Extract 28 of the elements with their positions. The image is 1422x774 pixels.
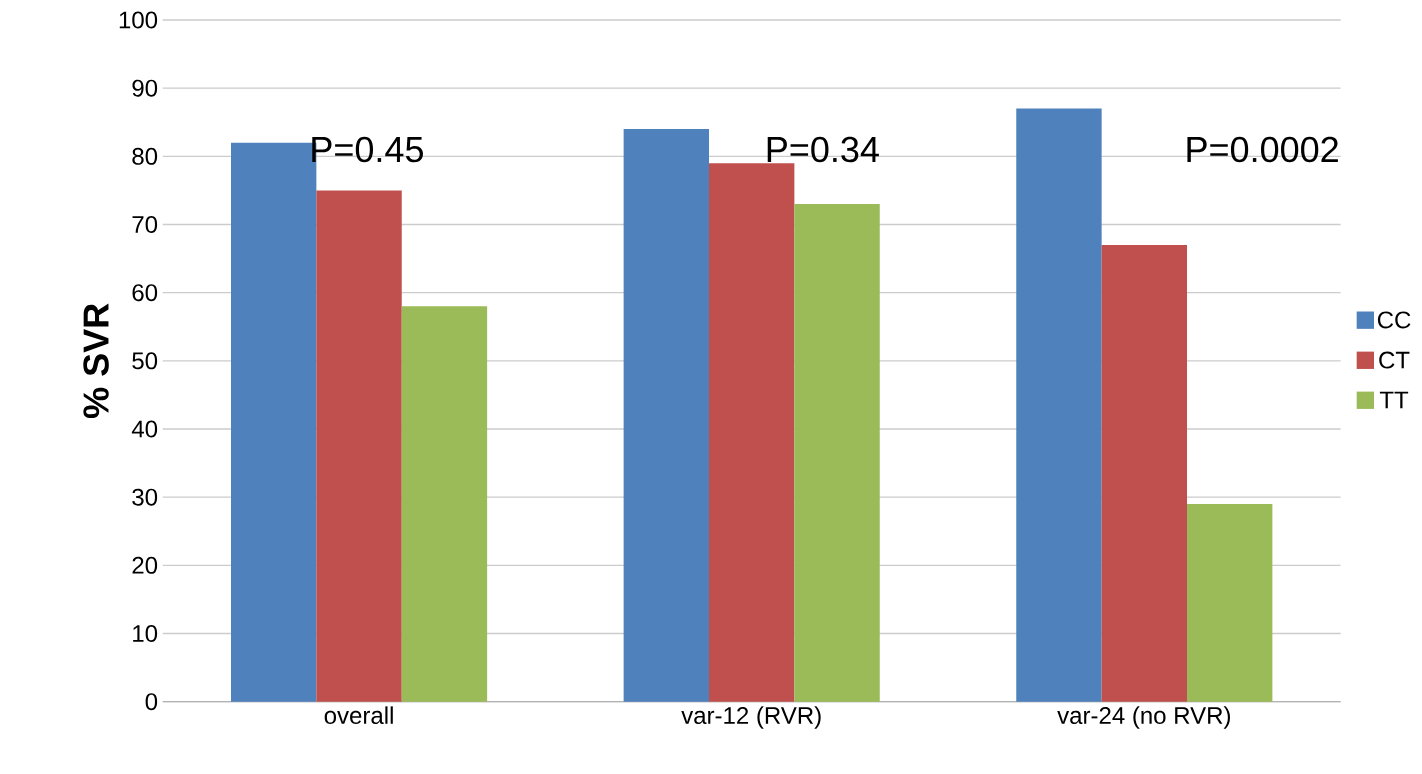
legend-label: CC [1377, 311, 1411, 329]
bar [316, 190, 402, 702]
legend-label: TT [1379, 391, 1409, 409]
y-tick-label: 10 [133, 625, 158, 643]
bar [1101, 245, 1188, 702]
y-tick-label: 60 [132, 284, 158, 302]
y-tick-label: 50 [132, 352, 158, 370]
y-tick-label: 80 [132, 147, 158, 165]
bar [1016, 108, 1102, 702]
bar [623, 129, 709, 702]
annotation: P=0.0002 [1187, 136, 1338, 163]
y-tick-label: 0 [145, 693, 158, 711]
y-tick-label: 30 [132, 488, 158, 506]
y-tick-label: 40 [131, 420, 158, 438]
x-tick-label: overall [324, 706, 393, 725]
y-tick-label: 100 [119, 11, 158, 29]
x-tick-label: var-12 (RVR) [681, 706, 821, 729]
y-tick-label: 20 [132, 556, 158, 574]
x-tick-label: var-24 (no RVR) [1057, 706, 1230, 729]
y-tick-label: 70 [132, 216, 158, 234]
bar [794, 204, 880, 702]
legend-label: CT [1379, 351, 1410, 369]
bar [1187, 504, 1273, 702]
y-tick-label: 90 [132, 79, 158, 97]
bar [709, 163, 795, 702]
bar [401, 306, 488, 702]
y-axis-title: % SVR [83, 303, 109, 419]
annotation: P=0.34 [767, 136, 879, 163]
